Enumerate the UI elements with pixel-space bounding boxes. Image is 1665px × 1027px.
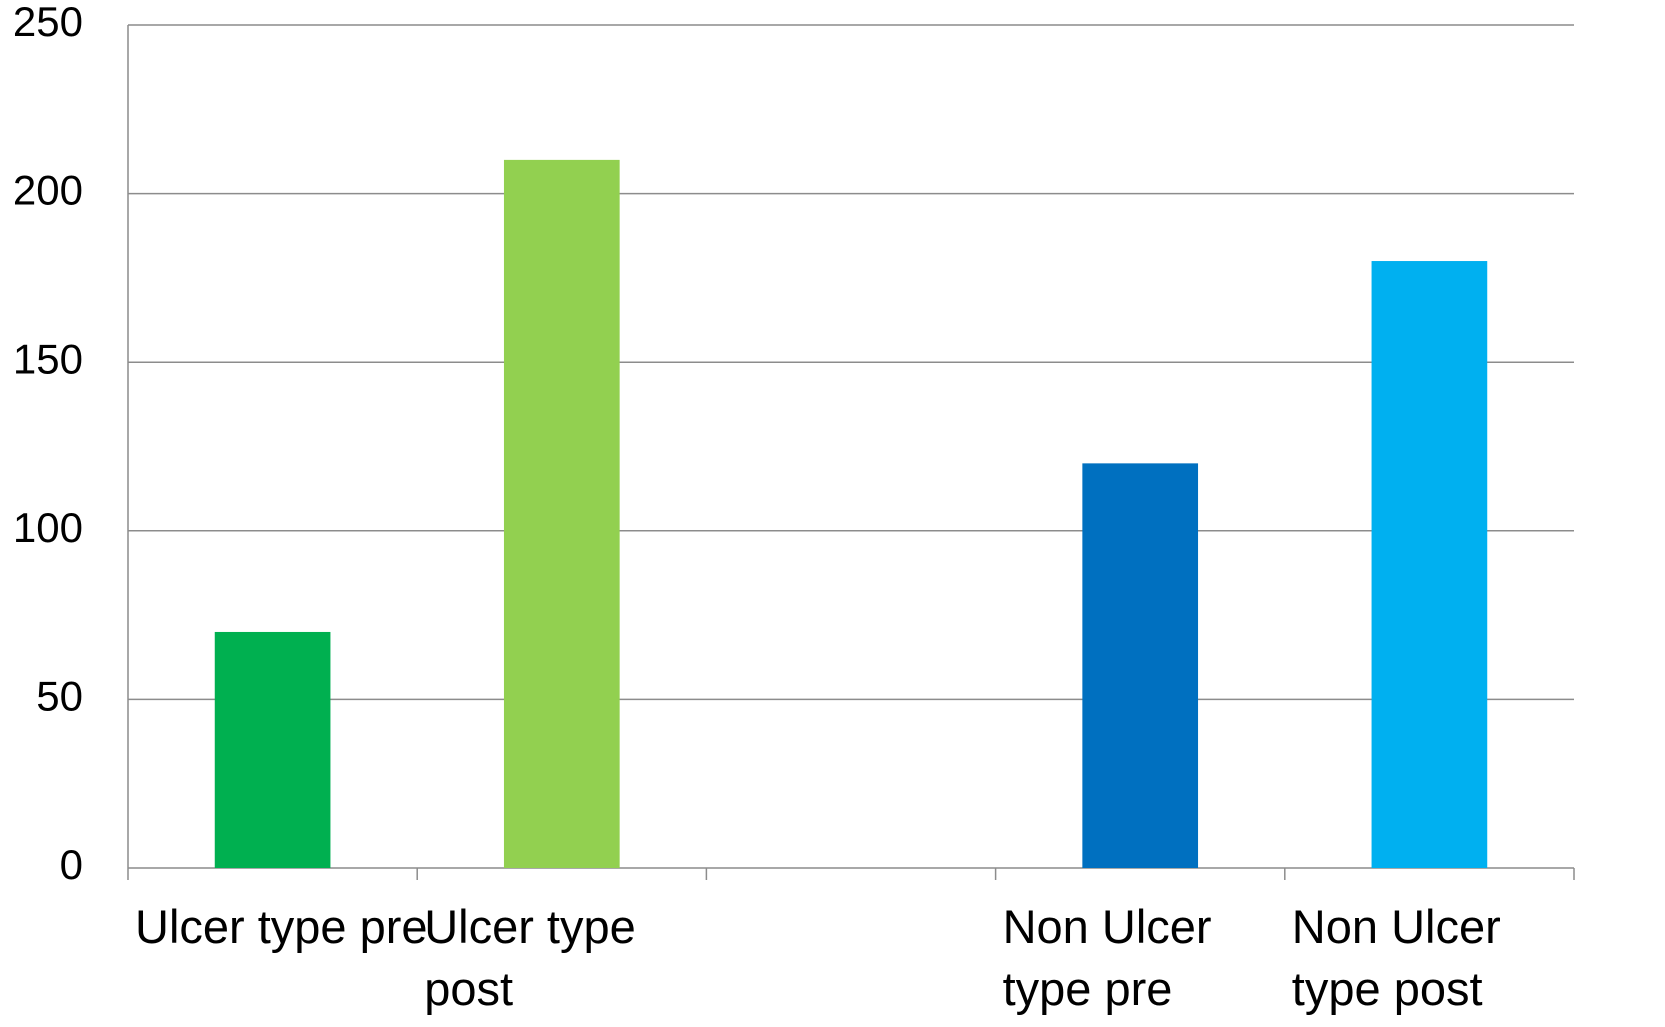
y-tick-label: 0 — [60, 841, 83, 888]
x-tick-label: Ulcer type pre — [135, 900, 428, 953]
y-tick-label: 200 — [13, 167, 83, 214]
x-tick-label: Non Ulcer type pre — [1002, 900, 1212, 1015]
y-tick-label: 150 — [13, 335, 83, 382]
x-tick-label: Ulcer type post — [424, 900, 636, 1015]
y-tick-label: 50 — [36, 672, 83, 719]
bar — [1082, 463, 1199, 868]
bar — [503, 159, 620, 868]
y-tick-label: 250 — [13, 0, 83, 45]
bar — [1371, 261, 1488, 868]
y-tick-label: 100 — [13, 504, 83, 551]
bar — [214, 631, 331, 868]
x-tick-label: Non Ulcer type post — [1291, 900, 1501, 1015]
